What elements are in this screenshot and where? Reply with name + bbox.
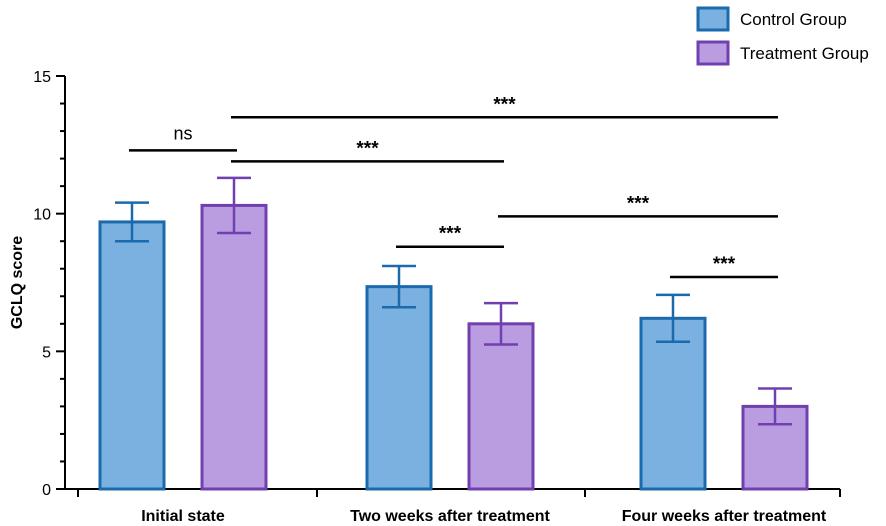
axes: 0 5 10 15 GCLQ score Initial state Two weeks a… [9, 69, 841, 525]
bar [639, 316, 707, 491]
bar [741, 404, 809, 491]
significance-label: *** [356, 138, 379, 159]
legend-label: Treatment Group [740, 44, 869, 63]
legend-swatch [696, 6, 730, 32]
bar [365, 285, 433, 491]
y-tick-label: 10 [33, 207, 51, 224]
x-category-label: Initial state [141, 508, 225, 525]
y-tick-label: 15 [33, 69, 51, 86]
x-category-label: Four weeks after treatment [622, 508, 827, 525]
significance-label: *** [627, 193, 650, 214]
bars [98, 176, 809, 491]
bar [467, 322, 535, 491]
significance-label: *** [439, 224, 462, 245]
legend-swatch [696, 40, 730, 66]
significance-label: *** [713, 254, 736, 275]
significance-brackets: ns *** *** *** *** *** [129, 94, 778, 279]
y-tick-label: 5 [42, 344, 51, 361]
x-category-label: Two weeks after treatment [350, 508, 550, 525]
y-axis-title: GCLQ score [9, 236, 26, 329]
legend: Control Group Treatment Group [696, 6, 869, 66]
bar [98, 220, 166, 491]
bar [200, 203, 268, 491]
significance-label: *** [493, 94, 516, 115]
legend-label: Control Group [740, 10, 847, 29]
y-tick-label: 0 [42, 482, 51, 499]
significance-label: ns [173, 123, 192, 143]
